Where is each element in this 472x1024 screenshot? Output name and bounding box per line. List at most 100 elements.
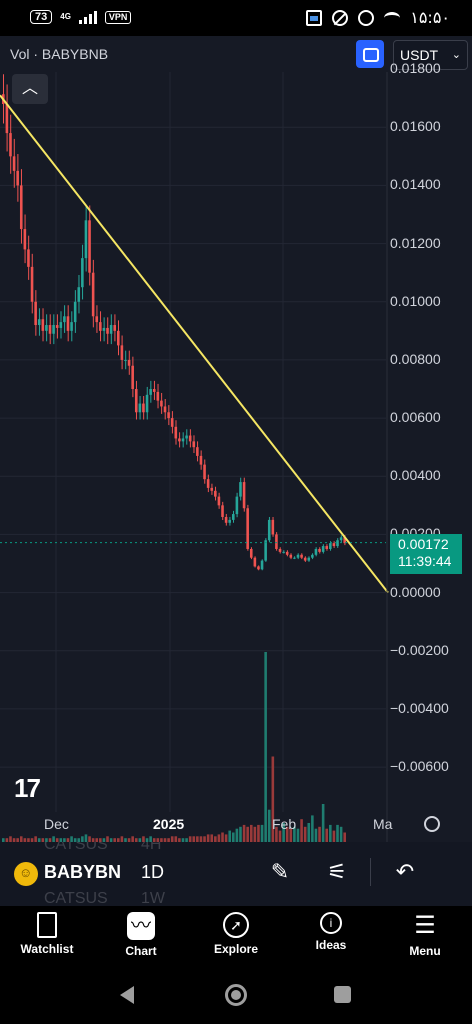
alarm-icon	[358, 9, 375, 26]
trendline	[0, 94, 389, 594]
chart-grid	[0, 72, 386, 812]
volume-bar	[214, 836, 217, 842]
system-recents-icon[interactable]	[334, 986, 351, 1003]
candle	[339, 537, 343, 541]
undo-icon[interactable]: ↶	[395, 859, 415, 884]
volume-bar	[59, 838, 63, 842]
price-tick: −0.00600	[390, 758, 449, 775]
volume-bar	[246, 826, 249, 842]
volume-bar	[66, 838, 70, 842]
scroll-ghost-interval-above: 4H	[141, 842, 162, 853]
volume-bar	[235, 828, 239, 842]
tradingview-logo[interactable]: 17	[14, 773, 41, 803]
volume-bar	[138, 838, 142, 842]
candle	[285, 551, 289, 555]
candle	[257, 566, 260, 570]
candle	[192, 441, 196, 448]
volume-bar	[99, 838, 102, 842]
volume-bar	[73, 838, 77, 842]
nav-ideas[interactable]: i Ideas	[284, 906, 378, 966]
candle	[275, 534, 278, 549]
nav-explore[interactable]: ➚ Explore	[189, 906, 283, 966]
interval-select[interactable]: 1D	[141, 862, 165, 882]
lightbulb-icon: i	[320, 912, 342, 934]
candle	[70, 322, 73, 331]
candle	[109, 325, 113, 334]
sync-icon[interactable]	[356, 40, 384, 68]
volume-bar	[217, 834, 221, 842]
network-type: 4G	[60, 12, 71, 21]
volume-bar	[81, 836, 84, 842]
volume-bar	[239, 826, 242, 842]
candle	[73, 301, 77, 323]
candle	[178, 438, 181, 442]
symbol-name[interactable]: BABYBN	[44, 862, 122, 882]
system-home-icon[interactable]	[225, 984, 247, 1006]
nav-watchlist[interactable]: Watchlist	[0, 906, 94, 966]
volume-bar	[102, 838, 106, 842]
x-tick-2025: 2025	[153, 816, 185, 832]
volume-bar	[16, 838, 19, 842]
candle	[37, 319, 41, 326]
volume-bar	[307, 823, 311, 842]
indicators-icon[interactable]: ⚟	[327, 859, 347, 884]
system-nav-bar	[0, 966, 472, 1024]
candle	[217, 496, 221, 506]
volume-bar	[282, 823, 285, 842]
volume-bar	[210, 834, 214, 842]
nav-menu[interactable]: ☰ Menu	[378, 906, 472, 966]
candle	[23, 229, 27, 250]
candle	[66, 316, 70, 331]
calendar-icon	[306, 9, 323, 26]
volume-bar	[142, 836, 145, 842]
volume-bar	[285, 826, 289, 842]
volume-bar	[196, 836, 199, 842]
battery-indicator: 73	[30, 10, 53, 24]
system-back-icon[interactable]	[120, 986, 134, 1004]
nav-chart[interactable]: 〰 Chart	[94, 906, 188, 966]
volume-bar	[48, 838, 52, 842]
volume-bar	[332, 830, 336, 842]
candle	[181, 438, 185, 442]
chart-settings-icon[interactable]	[424, 816, 440, 832]
price-tick: 0.01200	[390, 234, 441, 251]
candle	[16, 170, 19, 186]
volume-indicator-label[interactable]: Vol · BABYBNB	[10, 46, 109, 62]
volume-bar	[185, 838, 188, 842]
drawing-tools-icon[interactable]: ✎	[270, 859, 290, 884]
volume-bar	[120, 836, 124, 842]
candle	[314, 548, 318, 555]
candle	[264, 540, 267, 561]
volume-bar	[156, 838, 160, 842]
volume-bar	[152, 838, 156, 842]
price-axis	[0, 72, 388, 842]
scroll-ghost-symbol-below: CATSUS	[44, 890, 108, 906]
chevron-down-icon: ⌄	[451, 49, 461, 61]
chart-icon: 〰	[127, 912, 155, 940]
candle	[59, 322, 63, 328]
volume-bar	[27, 838, 30, 842]
volume-bar	[325, 828, 329, 842]
price-tick: 0.01000	[390, 292, 441, 309]
price-chart[interactable]	[0, 72, 472, 842]
volume-bar	[160, 838, 163, 842]
volume-bar	[224, 834, 228, 842]
collapse-button[interactable]: ︿	[12, 74, 48, 104]
candle	[160, 400, 163, 407]
currency-select[interactable]: USDT ⌄	[393, 40, 468, 70]
candle	[224, 516, 228, 523]
volume-bar	[267, 809, 271, 842]
candle	[260, 560, 264, 570]
menu-icon: ☰	[414, 912, 436, 939]
volume-bar	[192, 836, 196, 842]
volume-bar	[91, 838, 95, 842]
price-tick: −0.00400	[390, 699, 449, 716]
candle	[91, 272, 95, 317]
nav-ideas-label: Ideas	[315, 938, 347, 952]
volume-bar	[314, 828, 318, 842]
compass-icon: ➚	[223, 912, 249, 938]
candle	[249, 548, 253, 558]
candle	[120, 345, 124, 360]
candle	[167, 412, 170, 419]
volume-bar	[232, 832, 235, 842]
